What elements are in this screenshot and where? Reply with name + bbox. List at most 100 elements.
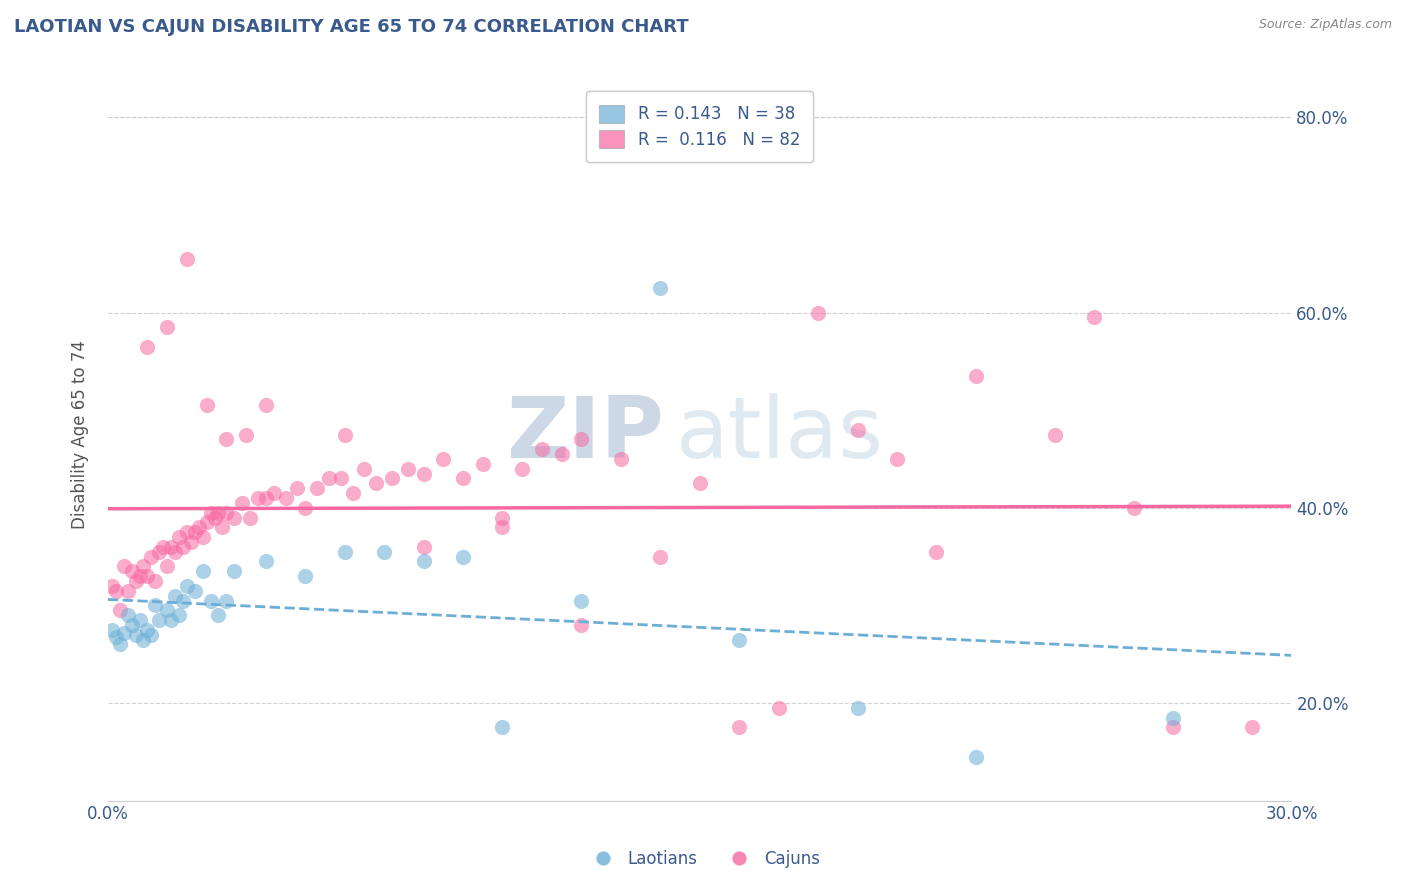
Point [207, 608, 229, 623]
Point [650, 549, 672, 564]
Legend: Laotians, Cajuns: Laotians, Cajuns [579, 844, 827, 875]
Point [165, 589, 187, 603]
Point [152, 540, 174, 554]
Point [412, 540, 434, 554]
Point [148, 613, 170, 627]
Point [381, 471, 404, 485]
Point [108, 603, 131, 617]
Point [1122, 500, 1144, 515]
Point [1161, 711, 1184, 725]
Point [108, 637, 131, 651]
Point [333, 545, 356, 559]
Point [491, 520, 513, 534]
Text: ZIP: ZIP [506, 393, 664, 476]
Point [156, 320, 179, 334]
Point [211, 520, 233, 534]
Point [101, 623, 124, 637]
Point [224, 510, 246, 524]
Point [136, 623, 159, 637]
Y-axis label: Disability Age 65 to 74: Disability Age 65 to 74 [72, 340, 89, 529]
Point [728, 720, 751, 734]
Point [124, 574, 146, 588]
Point [165, 545, 187, 559]
Point [200, 506, 222, 520]
Point [184, 583, 207, 598]
Point [176, 252, 198, 266]
Point [104, 583, 127, 598]
Point [160, 540, 183, 554]
Point [235, 427, 257, 442]
Point [353, 461, 375, 475]
Point [156, 559, 179, 574]
Point [846, 423, 869, 437]
Point [1083, 310, 1105, 325]
Point [128, 613, 150, 627]
Point [491, 510, 513, 524]
Point [246, 491, 269, 505]
Point [112, 559, 135, 574]
Point [1161, 720, 1184, 734]
Point [136, 569, 159, 583]
Point [1043, 427, 1066, 442]
Point [925, 545, 948, 559]
Point [160, 613, 183, 627]
Point [530, 442, 553, 457]
Point [184, 525, 207, 540]
Point [156, 603, 179, 617]
Point [215, 593, 238, 607]
Point [491, 720, 513, 734]
Point [172, 593, 194, 607]
Point [172, 540, 194, 554]
Point [254, 491, 277, 505]
Point [550, 447, 572, 461]
Point [101, 579, 124, 593]
Text: Source: ZipAtlas.com: Source: ZipAtlas.com [1258, 18, 1392, 31]
Point [329, 471, 352, 485]
Point [187, 520, 209, 534]
Point [886, 452, 908, 467]
Point [510, 461, 533, 475]
Point [294, 569, 316, 583]
Point [610, 452, 633, 467]
Point [318, 471, 340, 485]
Point [112, 625, 135, 640]
Point [451, 549, 474, 564]
Point [650, 281, 672, 295]
Point [215, 433, 238, 447]
Point [195, 398, 218, 412]
Point [132, 632, 155, 647]
Point [396, 461, 419, 475]
Point [451, 471, 474, 485]
Point [432, 452, 454, 467]
Point [294, 500, 316, 515]
Point [768, 701, 790, 715]
Point [1240, 720, 1263, 734]
Point [143, 599, 166, 613]
Point [117, 608, 139, 623]
Point [204, 510, 226, 524]
Point [254, 554, 277, 568]
Legend: R = 0.143   N = 38, R =  0.116   N = 82: R = 0.143 N = 38, R = 0.116 N = 82 [586, 92, 814, 162]
Point [136, 340, 159, 354]
Point [176, 525, 198, 540]
Point [569, 618, 592, 632]
Point [143, 574, 166, 588]
Point [180, 535, 202, 549]
Text: atlas: atlas [676, 393, 884, 476]
Point [141, 628, 163, 642]
Point [366, 476, 388, 491]
Point [121, 618, 143, 632]
Point [132, 559, 155, 574]
Point [342, 486, 364, 500]
Point [148, 545, 170, 559]
Point [124, 628, 146, 642]
Point [285, 481, 308, 495]
Point [239, 510, 262, 524]
Point [728, 632, 751, 647]
Point [195, 516, 218, 530]
Point [128, 569, 150, 583]
Point [191, 564, 214, 578]
Point [176, 579, 198, 593]
Point [254, 398, 277, 412]
Point [231, 496, 253, 510]
